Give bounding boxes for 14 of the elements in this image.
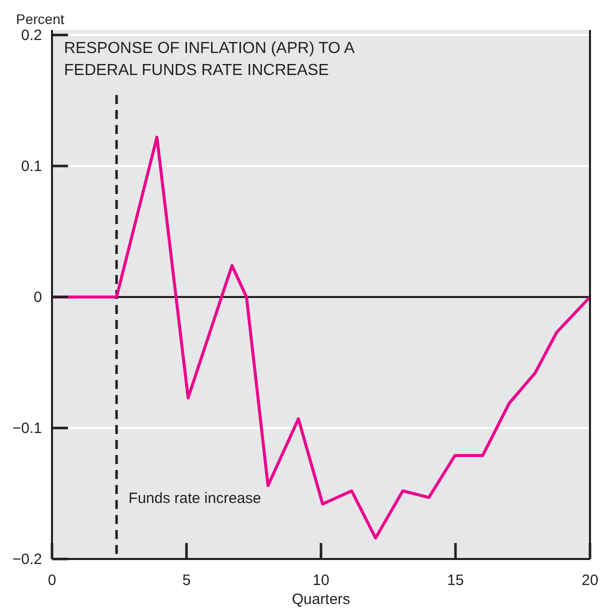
x-tick-label: 0 bbox=[48, 572, 56, 589]
x-tick-label: 10 bbox=[312, 572, 330, 589]
ref-line-label: Funds rate increase bbox=[128, 490, 262, 507]
x-tick-label: 20 bbox=[582, 572, 598, 589]
y-tick-label: 0 bbox=[34, 289, 42, 306]
y-tick-label: −0.2 bbox=[12, 551, 42, 568]
x-tick-label: 5 bbox=[182, 572, 191, 589]
y-tick-label: −0.1 bbox=[12, 420, 42, 437]
x-tick-label: 15 bbox=[447, 572, 464, 589]
x-axis-title: Quarters bbox=[292, 591, 350, 608]
y-tick-label: 0.2 bbox=[21, 27, 42, 44]
text: RESPONSE OF INFLATION (APR) TO A FEDERAL FUNDS RATE INCREASE bbox=[64, 40, 356, 79]
y-axis-title: Percent bbox=[16, 11, 64, 27]
y-tick-label: 0.1 bbox=[21, 158, 42, 175]
